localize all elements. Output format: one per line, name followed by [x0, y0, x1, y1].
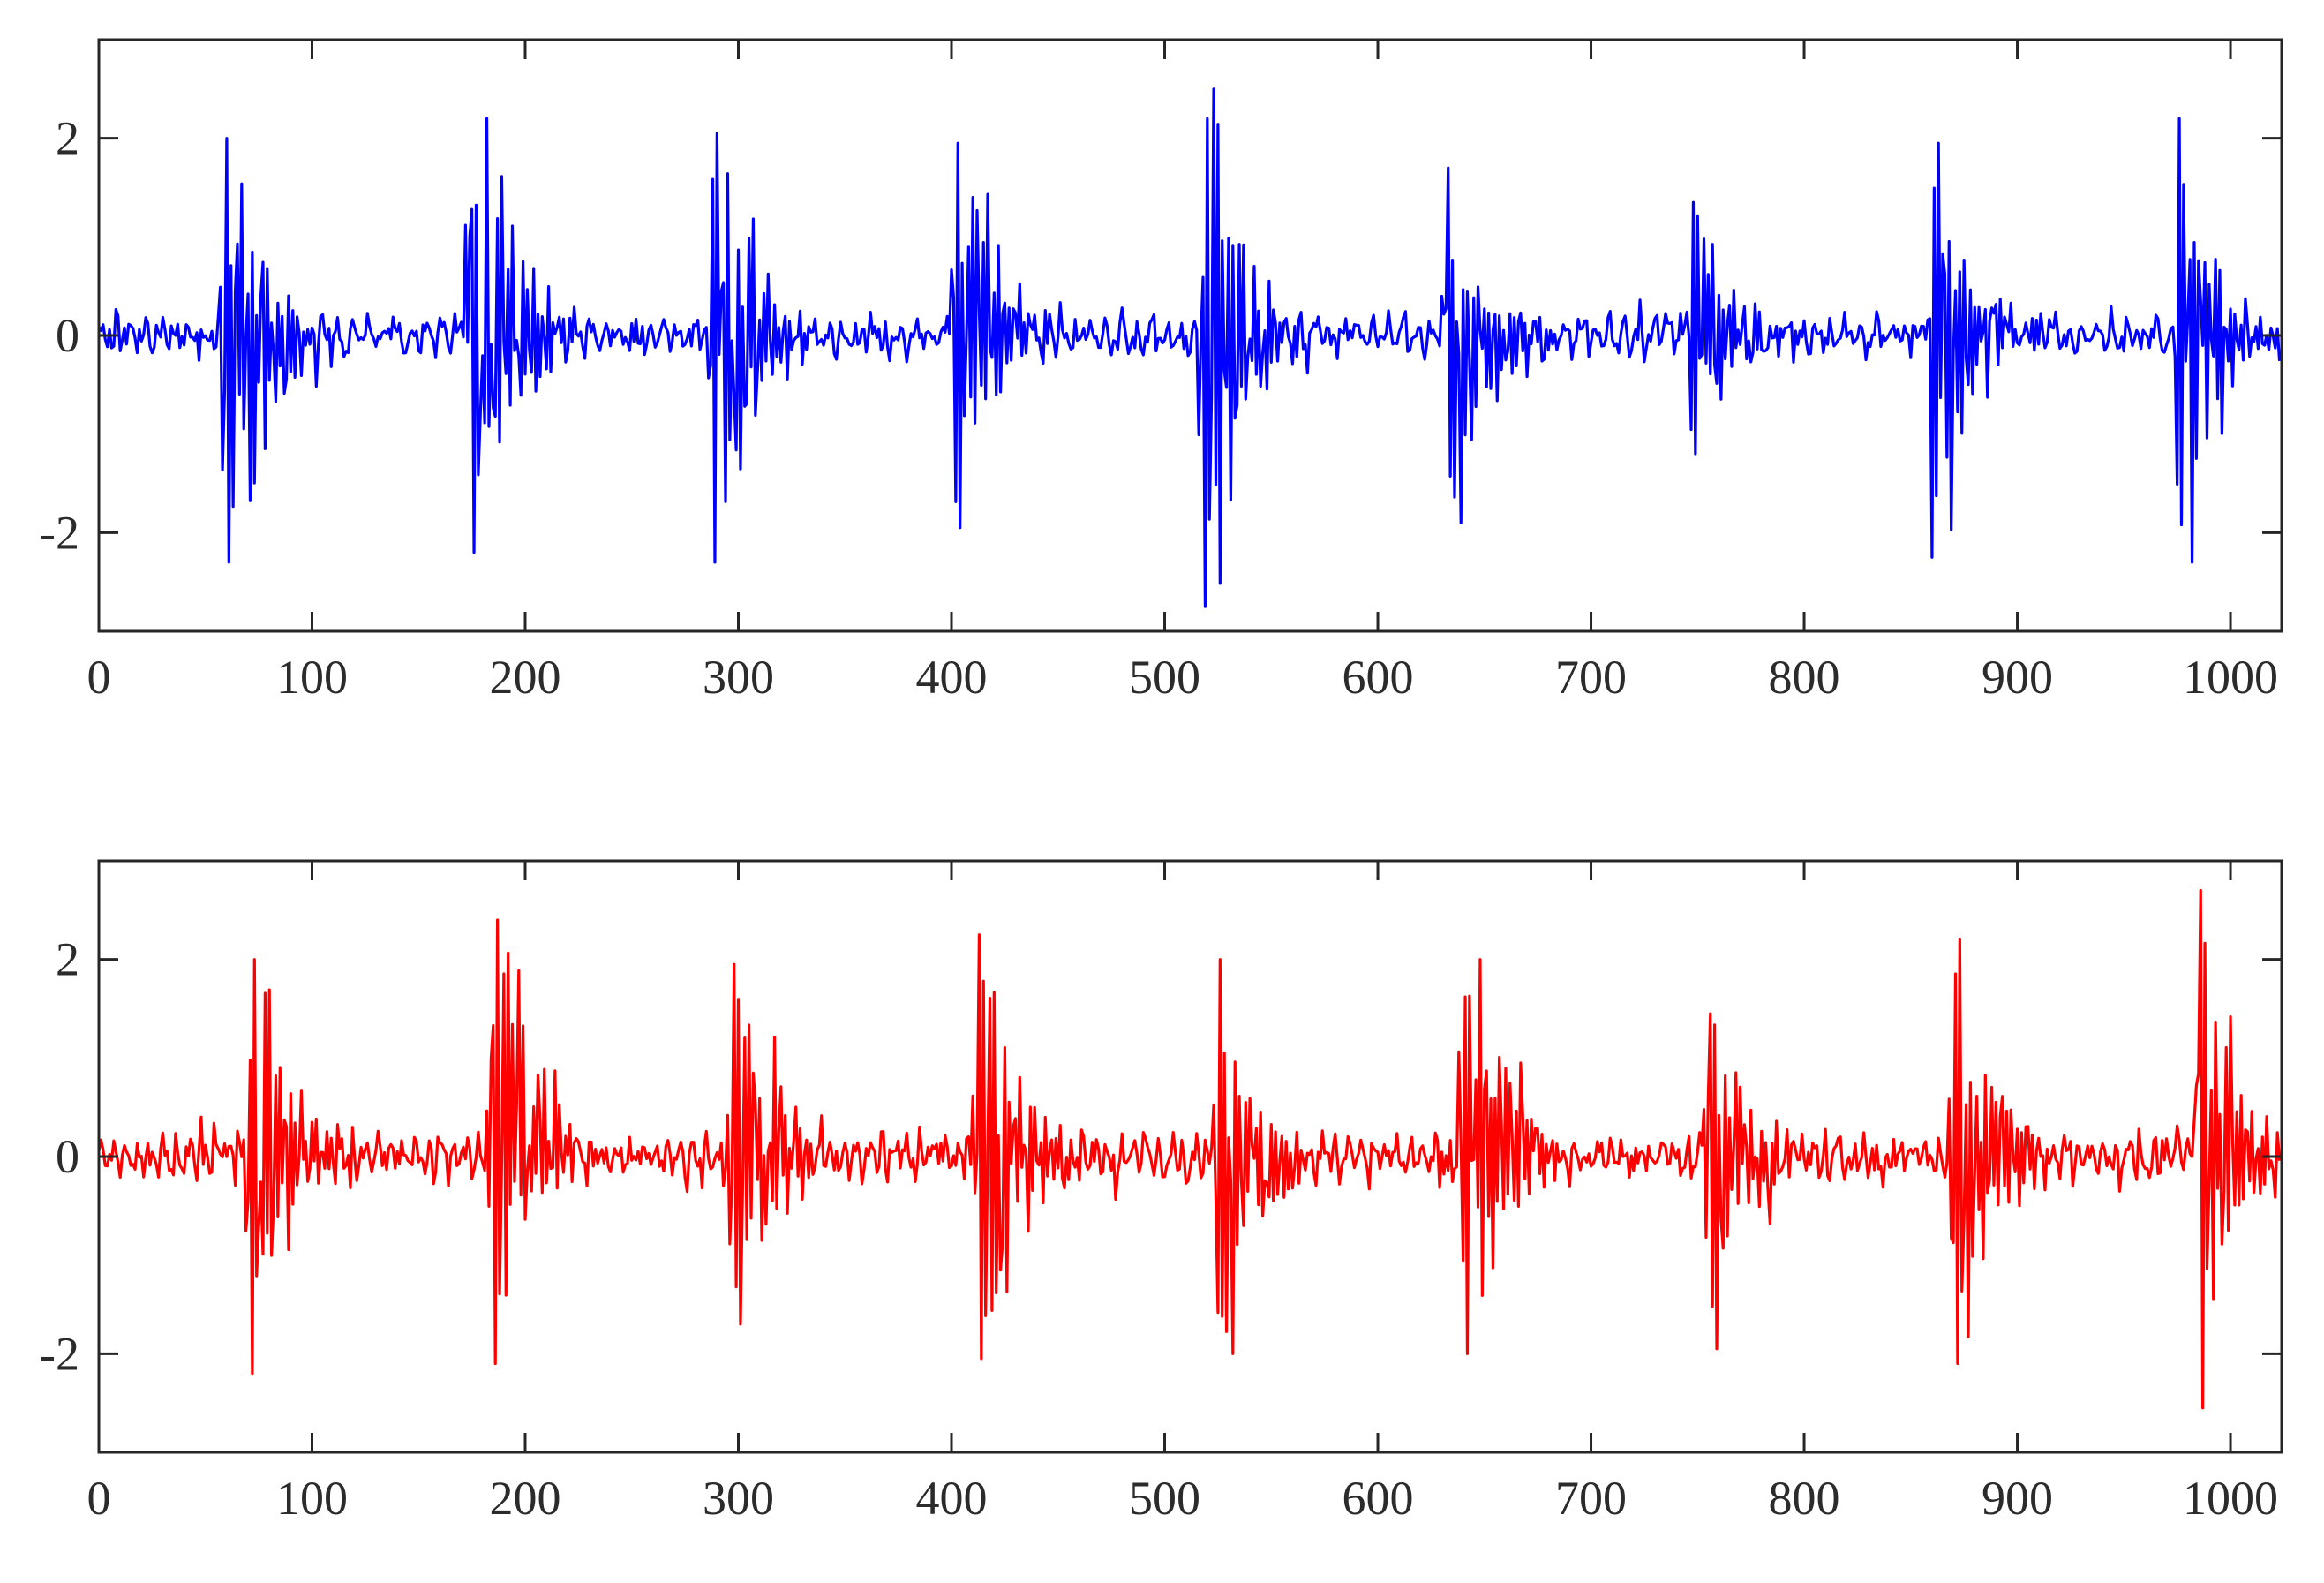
- top-y-tick-label: 2: [56, 112, 79, 165]
- top-y-tick-label: 0: [56, 309, 79, 362]
- bottom-x-tick-label: 300: [703, 1472, 774, 1525]
- top-x-tick-label: 100: [276, 651, 348, 704]
- bottom-x-tick-label: 900: [1982, 1472, 2053, 1525]
- top-x-tick-label: 400: [916, 651, 988, 704]
- bottom-panel: 0 100 200 300 400 500 600 700 800 900 1000 2 0 -2: [40, 859, 2283, 1525]
- bottom-x-tick-label: 200: [490, 1472, 561, 1525]
- top-x-tick-label: 600: [1343, 651, 1414, 704]
- top-x-tick-label: 800: [1769, 651, 1840, 704]
- bottom-x-tick-label: 1000: [2183, 1472, 2278, 1525]
- bottom-x-tick-label: 600: [1343, 1472, 1414, 1525]
- top-x-tick-label: 300: [703, 651, 774, 704]
- bottom-series-line: [97, 888, 2282, 1410]
- bottom-x-tick-label: 500: [1129, 1472, 1200, 1525]
- bottom-x-tick-label: 700: [1555, 1472, 1627, 1525]
- bottom-x-tick-label: 800: [1769, 1472, 1840, 1525]
- top-x-tick-label: 700: [1555, 651, 1627, 704]
- bottom-y-tick-label: 2: [56, 933, 79, 986]
- top-x-tick-label: 1000: [2183, 651, 2278, 704]
- top-series-line: [97, 87, 2282, 608]
- top-x-tick-label: 200: [490, 651, 561, 704]
- bottom-x-tick-label: 400: [916, 1472, 988, 1525]
- top-x-tick-label: 0: [87, 651, 111, 704]
- top-y-tick-label: -2: [40, 506, 79, 559]
- bottom-y-tick-label: -2: [40, 1327, 79, 1380]
- top-panel: 0 100 200 300 400 500 600 700 800 900 1000 2 0 -2: [40, 38, 2283, 704]
- top-x-tick-label: 900: [1982, 651, 2053, 704]
- bottom-x-tick-label: 100: [276, 1472, 348, 1525]
- bottom-x-tick-label: 0: [87, 1472, 111, 1525]
- top-x-tick-label: 500: [1129, 651, 1200, 704]
- bottom-y-tick-label: 0: [56, 1130, 79, 1183]
